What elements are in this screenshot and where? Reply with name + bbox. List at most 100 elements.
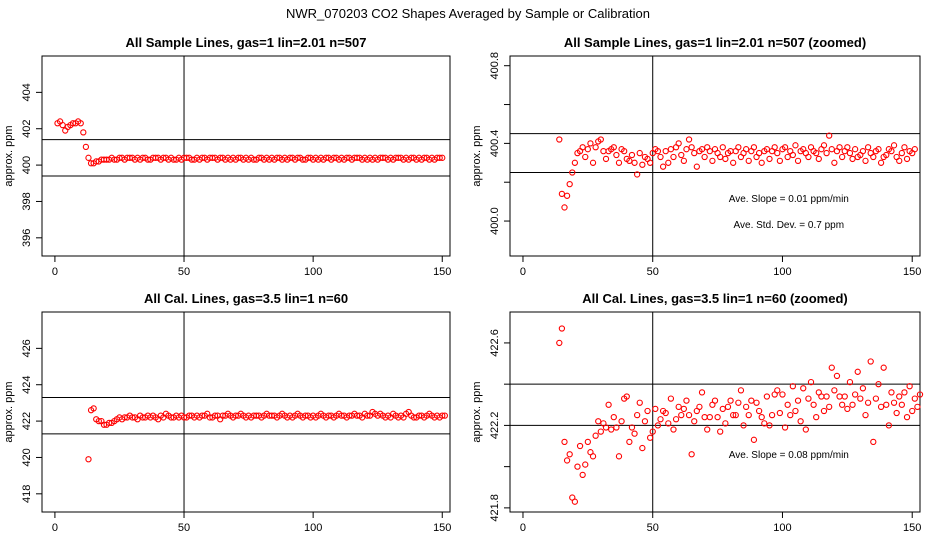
data-point bbox=[571, 159, 579, 166]
data-point bbox=[724, 403, 732, 410]
data-point bbox=[896, 157, 903, 165]
data-point bbox=[709, 157, 716, 165]
y-tick-label: 420 bbox=[21, 448, 33, 466]
data-point bbox=[628, 424, 636, 431]
data-point bbox=[628, 151, 636, 159]
data-point bbox=[569, 169, 576, 176]
data-point bbox=[883, 401, 890, 408]
data-point bbox=[665, 420, 672, 427]
data-point bbox=[90, 405, 97, 412]
y-tick-label: 400.8 bbox=[489, 52, 501, 80]
series-points bbox=[556, 325, 924, 505]
x-tick-label: 0 bbox=[520, 266, 526, 278]
data-point bbox=[864, 399, 872, 406]
data-point bbox=[592, 144, 599, 151]
data-point bbox=[870, 438, 877, 446]
y-tick-label: 402 bbox=[21, 120, 33, 138]
y-tick-label: 422.6 bbox=[489, 329, 501, 357]
data-point bbox=[877, 403, 885, 410]
data-point bbox=[784, 153, 791, 161]
y-axis-label: approx. ppm bbox=[3, 125, 15, 186]
data-point bbox=[774, 387, 781, 394]
x-tick-label: 50 bbox=[178, 266, 190, 278]
data-point bbox=[745, 411, 752, 419]
data-point bbox=[667, 395, 675, 402]
data-point bbox=[807, 378, 815, 386]
data-point bbox=[582, 461, 589, 468]
data-point bbox=[613, 151, 620, 159]
y-tick-label: 400 bbox=[21, 156, 33, 174]
data-point bbox=[750, 436, 758, 443]
data-point bbox=[85, 456, 92, 463]
data-point bbox=[730, 411, 737, 419]
data-point bbox=[654, 422, 662, 429]
data-point bbox=[561, 204, 568, 211]
data-point bbox=[646, 434, 654, 441]
data-point bbox=[898, 401, 905, 408]
data-point bbox=[685, 136, 693, 143]
y-tick-label: 398 bbox=[21, 192, 33, 210]
data-point bbox=[730, 159, 737, 166]
data-point bbox=[680, 405, 688, 413]
data-point bbox=[810, 401, 817, 408]
data-point bbox=[877, 159, 885, 166]
data-point bbox=[597, 428, 604, 435]
data-point bbox=[698, 146, 706, 153]
data-point bbox=[823, 149, 830, 157]
data-point bbox=[561, 438, 568, 446]
data-point bbox=[597, 136, 604, 143]
data-point bbox=[665, 159, 672, 166]
data-point bbox=[776, 157, 784, 165]
series-points bbox=[54, 118, 446, 167]
data-point bbox=[576, 442, 584, 450]
data-point bbox=[794, 397, 802, 404]
data-point bbox=[610, 414, 617, 421]
y-axis-label: approx. ppm bbox=[3, 381, 15, 442]
data-point bbox=[706, 147, 713, 155]
y-tick-label: 422.2 bbox=[489, 412, 501, 440]
x-tick-label: 100 bbox=[773, 266, 791, 278]
data-point bbox=[901, 144, 908, 151]
data-point bbox=[802, 426, 809, 433]
data-point bbox=[862, 157, 869, 165]
data-point bbox=[893, 409, 900, 417]
data-point bbox=[639, 161, 646, 168]
data-point bbox=[766, 155, 773, 163]
data-point bbox=[820, 407, 828, 415]
plot-frame bbox=[509, 311, 921, 513]
data-point bbox=[820, 142, 828, 149]
data-point bbox=[758, 159, 765, 166]
data-point bbox=[711, 397, 719, 404]
data-point bbox=[670, 426, 677, 433]
data-point bbox=[654, 147, 662, 155]
data-point bbox=[623, 393, 630, 400]
data-point bbox=[678, 151, 685, 159]
data-point bbox=[805, 153, 812, 161]
y-tick-label: 422 bbox=[21, 412, 33, 430]
data-point bbox=[787, 411, 794, 419]
data-point bbox=[846, 378, 854, 386]
data-point bbox=[732, 411, 739, 419]
series-points bbox=[85, 405, 448, 463]
data-point bbox=[914, 403, 921, 410]
data-point bbox=[77, 120, 84, 127]
data-point bbox=[849, 155, 856, 163]
data-point bbox=[556, 339, 563, 347]
data-point bbox=[558, 325, 566, 332]
chart-panels: All Sample Lines, gas=1 lin=2.01 n=507 0 5… bbox=[3, 35, 924, 534]
data-point bbox=[854, 368, 861, 375]
data-point bbox=[890, 142, 898, 149]
data-point bbox=[763, 393, 771, 400]
data-point bbox=[587, 140, 594, 147]
y-tick-label: 396 bbox=[21, 229, 33, 247]
data-point bbox=[857, 395, 864, 402]
data-point bbox=[859, 147, 867, 155]
data-point bbox=[792, 142, 799, 149]
data-point bbox=[828, 146, 835, 153]
data-point bbox=[675, 403, 682, 410]
data-point bbox=[646, 159, 654, 166]
data-point bbox=[566, 451, 573, 458]
data-point bbox=[613, 424, 620, 431]
data-point bbox=[755, 407, 763, 415]
